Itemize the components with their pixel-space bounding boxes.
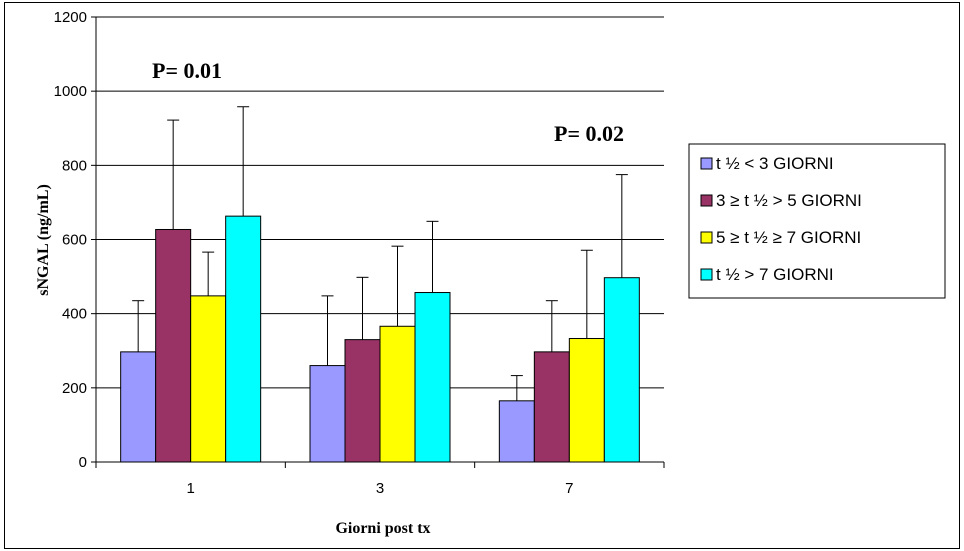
x-tick-label: 1 xyxy=(186,480,194,497)
bar xyxy=(379,325,416,463)
bars xyxy=(120,215,640,463)
legend-label: 5 ≥ t ½ ≥ 7 GIORNI xyxy=(716,228,861,247)
x-tick-label: 3 xyxy=(376,480,384,497)
x-tick-labels: 1 3 7 xyxy=(186,480,573,497)
bar xyxy=(344,339,381,463)
y-tick-label: 1200 xyxy=(54,9,87,26)
y-tick-label: 200 xyxy=(62,380,87,397)
y-tick-label: 400 xyxy=(62,306,87,323)
legend-label: t ½ < 3 GIORNI xyxy=(716,154,834,173)
bar xyxy=(568,338,605,463)
x-tick-label: 7 xyxy=(565,480,573,497)
legend: t ½ < 3 GIORNI 3 ≥ t ½ > 5 GIORNI 5 ≥ t ½ … xyxy=(688,143,946,299)
error-bars xyxy=(132,106,628,401)
bar xyxy=(120,351,157,463)
bar xyxy=(190,295,227,463)
x-axis-title: Giorni post tx xyxy=(335,520,430,537)
y-tick-label: 600 xyxy=(62,232,87,249)
legend-label: 3 ≥ t ½ > 5 GIORNI xyxy=(716,191,862,210)
p-value-annotation-2: P= 0.02 xyxy=(554,121,624,146)
legend-label: t ½ > 7 GIORNI xyxy=(716,265,834,284)
y-tick-labels: 0 200 400 600 800 1000 1200 xyxy=(54,9,87,471)
bar xyxy=(498,400,535,463)
bar xyxy=(603,277,640,463)
bar xyxy=(155,228,192,463)
bar xyxy=(309,365,346,463)
bar xyxy=(533,351,570,463)
y-tick-label: 1000 xyxy=(54,83,87,100)
y-axis-title: sNGAL (ng/mL) xyxy=(35,184,52,296)
legend-swatch xyxy=(700,231,713,244)
y-tick-label: 800 xyxy=(62,157,87,174)
p-value-annotation-1: P= 0.01 xyxy=(152,58,222,83)
y-tick-label: 0 xyxy=(79,454,87,471)
legend-swatch xyxy=(700,268,713,281)
legend-box xyxy=(688,143,946,299)
legend-swatch xyxy=(700,157,713,170)
bar xyxy=(414,292,451,463)
bar xyxy=(225,215,262,463)
axes xyxy=(91,16,665,468)
legend-swatch xyxy=(700,194,713,207)
